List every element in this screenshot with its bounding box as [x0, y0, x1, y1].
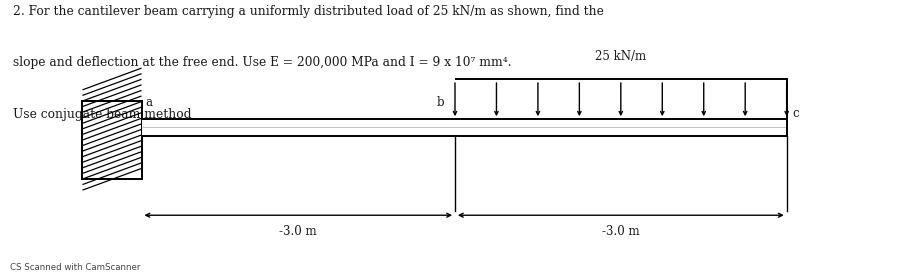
- Text: a: a: [146, 96, 152, 109]
- Text: 25 kN/m: 25 kN/m: [595, 50, 646, 63]
- FancyBboxPatch shape: [83, 101, 142, 179]
- Text: -3.0 m: -3.0 m: [279, 225, 317, 238]
- Bar: [142, 119, 786, 136]
- Text: Use conjugate beam method: Use conjugate beam method: [13, 108, 191, 121]
- Text: -3.0 m: -3.0 m: [602, 225, 640, 238]
- Text: slope and deflection at the free end. Use E = 200,000 MPa and I = 9 x 10⁷ mm⁴.: slope and deflection at the free end. Us…: [13, 56, 511, 69]
- Text: c: c: [792, 107, 799, 120]
- Text: 2. For the cantilever beam carrying a uniformly distributed load of 25 kN/m as s: 2. For the cantilever beam carrying a un…: [13, 5, 603, 18]
- Text: b: b: [437, 96, 444, 109]
- Text: CS Scanned with CamScanner: CS Scanned with CamScanner: [10, 263, 140, 272]
